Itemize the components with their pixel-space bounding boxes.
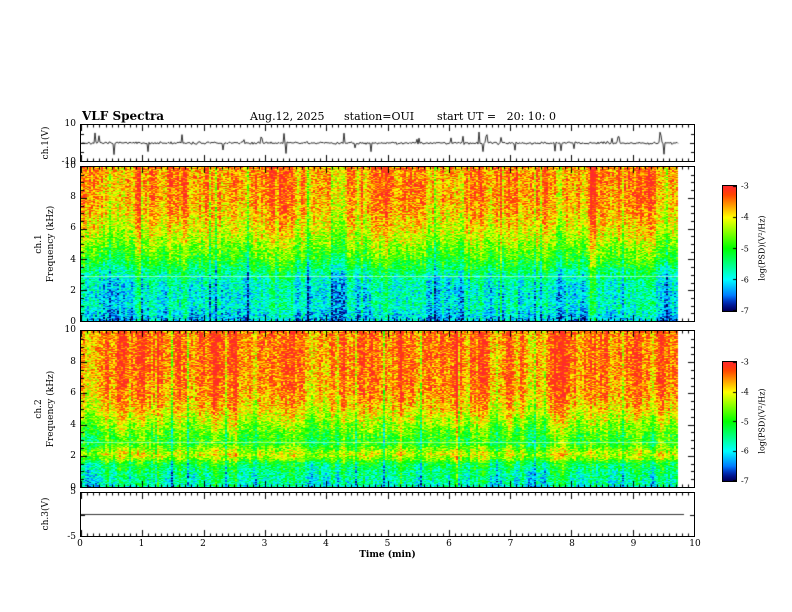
y-tick-label: 2 — [70, 451, 76, 462]
colorbar-tick-label: -4 — [741, 387, 749, 397]
ch2-spec-ylabel-line1: ch.2 — [34, 399, 44, 419]
colorbar-1-label: log(PSD)(V²/Hz) — [757, 215, 767, 281]
x-tick-label: 3 — [261, 539, 268, 549]
header-station: station=OUI — [344, 110, 415, 123]
colorbar-tick-label: -6 — [741, 275, 749, 285]
colorbar-2-label: log(PSD)(V²/Hz) — [757, 388, 767, 454]
x-tick-label: 2 — [200, 539, 206, 549]
x-axis-title: Time (min) — [359, 550, 416, 560]
colorbar-1-tick-labels: -3 -4 -5 -6 -7 — [741, 182, 761, 316]
y-tick-label: 6 — [70, 388, 76, 399]
colorbar-2 — [723, 362, 736, 481]
x-tick-label: 6 — [446, 539, 452, 549]
figure-title: VLF Spectra — [82, 109, 165, 123]
colorbar-2-frame — [722, 361, 737, 482]
y-tick-label: 4 — [70, 254, 76, 265]
y-tick-label: 8 — [70, 356, 76, 367]
y-tick-label: 8 — [70, 192, 76, 203]
x-tick-label: 7 — [507, 539, 514, 549]
y-tick-label: 4 — [70, 419, 76, 430]
x-tick-label: 1 — [138, 539, 145, 549]
colorbar-tick-label: -5 — [741, 244, 749, 253]
y-tick-label: -10 — [61, 157, 77, 167]
x-tick-label: 9 — [630, 539, 637, 549]
y-tick-label: 5 — [70, 487, 76, 497]
header-start-ut: start UT = 20: 10: 0 — [437, 110, 557, 123]
x-tick-label: 4 — [323, 539, 329, 549]
ch1-waveform-plot — [81, 125, 694, 161]
ch1-spectrogram — [81, 167, 694, 321]
colorbar-tick-label: -3 — [741, 357, 749, 367]
colorbar-tick-label: -4 — [741, 212, 749, 222]
ch1-wave-ytick-labels: 10 -10 — [52, 119, 77, 167]
ch1-spectrogram-panel — [80, 166, 695, 322]
y-tick-label: 10 — [64, 161, 76, 171]
header-date: Aug.12, 2025 — [250, 110, 325, 123]
y-tick-label: 6 — [70, 223, 76, 234]
colorbar-1-frame — [722, 185, 737, 312]
y-tick-label: 0 — [70, 317, 76, 327]
colorbar-tick-label: -7 — [741, 476, 749, 486]
ch3-waveform-plot — [81, 493, 694, 536]
ch1-spec-ytick-labels: 10 8 6 4 2 0 — [52, 161, 76, 327]
y-tick-label: 0 — [70, 483, 76, 493]
colorbar-1 — [723, 186, 736, 311]
y-tick-label: -5 — [67, 532, 76, 542]
colorbar-tick-label: -6 — [741, 446, 749, 456]
colorbar-tick-label: -3 — [741, 181, 749, 191]
y-tick-label: 2 — [70, 285, 76, 296]
y-tick-label: 10 — [64, 325, 76, 335]
ch2-spectrogram-panel — [80, 330, 695, 488]
ch1-waveform-panel — [80, 124, 695, 162]
x-tick-label: 10 — [689, 539, 701, 549]
y-tick-label: 10 — [64, 119, 76, 129]
colorbar-2-tick-labels: -3 -4 -5 -6 -7 — [741, 358, 761, 486]
x-tick-label: 8 — [569, 539, 575, 549]
ch3-wave-ylabel: ch.3(V) — [41, 497, 51, 531]
x-tick-label: 5 — [384, 539, 391, 549]
ch2-spec-ytick-labels: 10 8 6 4 2 0 — [52, 325, 76, 493]
ch3-wave-ytick-labels: 5 -5 — [52, 487, 76, 542]
colorbar-tick-label: -7 — [741, 306, 749, 316]
ch1-wave-ylabel: ch.1(V) — [41, 126, 51, 160]
ch1-spec-ylabel-line1: ch.1 — [34, 234, 44, 254]
x-tick-labels: 0 1 2 3 4 5 6 7 8 9 10 — [77, 539, 701, 551]
x-tick-label: 0 — [77, 539, 83, 549]
colorbar-tick-label: -5 — [741, 417, 749, 426]
ch3-waveform-panel — [80, 492, 695, 537]
ch2-spectrogram — [81, 331, 694, 487]
